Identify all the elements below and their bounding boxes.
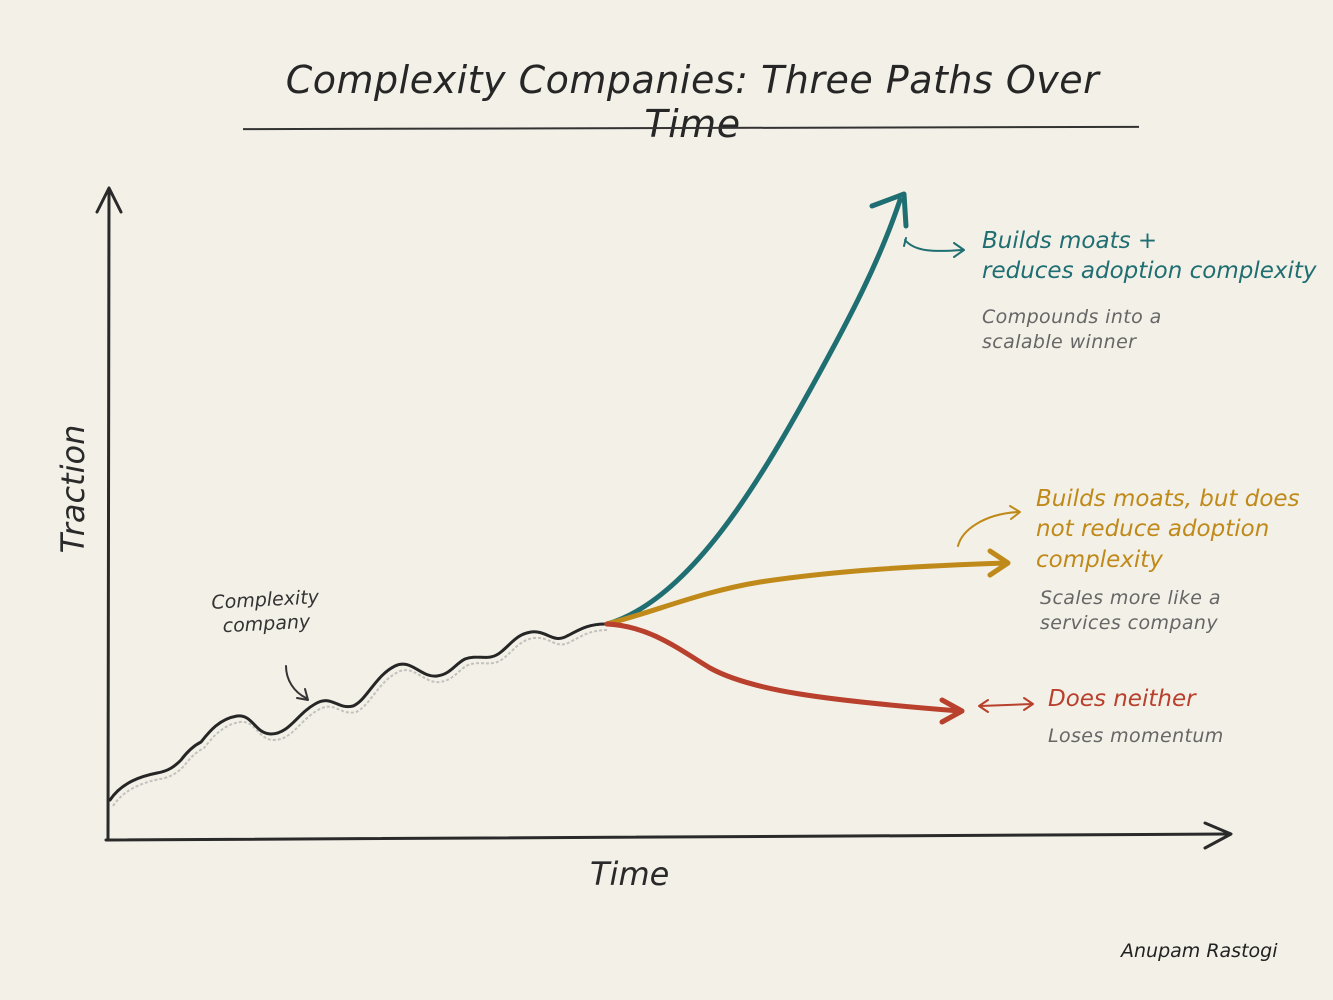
x-axis-label: Time [590, 855, 670, 893]
pointer-arrow-base-curve [285, 665, 309, 701]
winner-note-line: Compounds into a [982, 306, 1162, 328]
neither-label: Does neither [1048, 684, 1196, 714]
pointer-arrow-services [957, 505, 1021, 547]
path-neither [604, 621, 965, 725]
y-axis-label: Traction [54, 424, 92, 554]
services-label: Builds moats, but does not reduce adopti… [1036, 484, 1300, 575]
path-winner [604, 191, 909, 627]
winner-note-line: scalable winner [982, 331, 1137, 354]
services-label-line: Builds moats, but does [1036, 486, 1300, 512]
base-curve-label: Complexity company [211, 585, 321, 639]
winner-note: Compounds into a scalable winner [982, 305, 1162, 355]
path-services [604, 548, 1011, 627]
base-curve-shadow [112, 629, 609, 807]
winner-label-line: reduces adoption complexity [982, 258, 1317, 285]
neither-note-line: Loses momentum [1048, 725, 1224, 747]
diagram-title: Complexity Companies: Three Paths Over T… [285, 58, 1100, 146]
services-label-line: not reduce adoption [1036, 516, 1270, 543]
services-note-line: Scales more like a [1040, 587, 1221, 609]
services-label-line: complexity [1036, 546, 1163, 573]
base-curve [108, 622, 608, 802]
pointer-arrow-winner [903, 237, 965, 258]
services-note: Scales more like a services company [1040, 586, 1221, 636]
services-note-line: services company [1040, 612, 1218, 635]
author-signature: Anupam Rastogi [1121, 940, 1278, 962]
neither-note: Loses momentum [1048, 724, 1224, 749]
neither-label-line: Does neither [1048, 686, 1196, 712]
x-axis [104, 821, 1233, 850]
y-axis [95, 186, 123, 842]
winner-label: Builds moats + reduces adoption complexi… [982, 226, 1317, 287]
winner-label-line: Builds moats + [982, 228, 1158, 254]
pointer-arrow-neither [978, 697, 1034, 713]
